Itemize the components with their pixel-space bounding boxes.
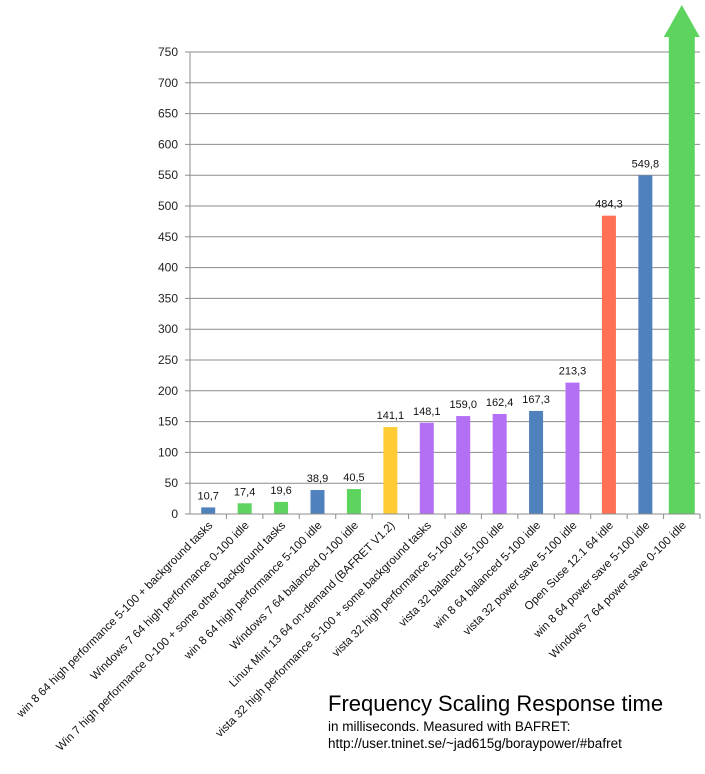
- bar: [274, 501, 289, 514]
- x-category-label: Linux Mint 13 64 on-demand (BAFRET V1.2): [227, 520, 397, 690]
- y-tick-label: 600: [158, 137, 178, 151]
- x-category-label: vista 32 high performance 5-100 idle: [330, 520, 470, 660]
- bar: [456, 416, 471, 514]
- data-label: 549,8: [632, 158, 660, 170]
- y-tick-label: 50: [165, 476, 179, 490]
- data-label: 141,1: [377, 410, 405, 422]
- y-tick-label: 450: [158, 230, 178, 244]
- bar: [492, 413, 507, 514]
- data-label: 484,3: [595, 199, 623, 211]
- data-label: 148,1: [413, 406, 441, 418]
- data-label: 159,0: [449, 399, 477, 411]
- x-category-label: Windows 7 64 balanced 0-100 idle: [228, 520, 361, 653]
- data-label: 17,4: [234, 486, 255, 498]
- y-tick-label: 650: [158, 107, 178, 121]
- gridlines: [190, 51, 700, 484]
- y-tick-label: 200: [158, 384, 178, 398]
- x-category-label: Windows 7 64 power save 0-100 idle: [548, 520, 689, 661]
- data-label: 213,3: [559, 366, 587, 378]
- data-label: 40,5: [343, 472, 364, 484]
- bars: 10,7 17,4 19,6 38,9 40,5 141,1 148,1 159,0 162,4…: [198, 5, 700, 515]
- chart-subtitle: in milliseconds. Measured with BAFRET:: [328, 719, 571, 734]
- bar: [565, 382, 580, 514]
- chart-caption: Frequency Scaling Response time in milli…: [328, 690, 663, 752]
- bar: [383, 427, 398, 514]
- chart-source-url: http://user.tninet.se/~jad615g/boraypowe…: [328, 736, 622, 751]
- data-label: 10,7: [198, 490, 219, 502]
- y-axis: 0 50 100 150 200 250 300 350 400 450 500 550 600 650 7…: [158, 45, 191, 521]
- data-label: 38,9: [307, 473, 328, 485]
- bar: [346, 489, 361, 514]
- y-tick-label: 300: [158, 322, 178, 336]
- data-label: 19,6: [270, 485, 291, 497]
- y-tick-label: 700: [158, 76, 178, 90]
- bar: [237, 503, 252, 514]
- data-label: 162,4: [486, 397, 514, 409]
- data-label: 167,3: [522, 394, 550, 406]
- y-tick-label: 500: [158, 199, 178, 213]
- chart-title: Frequency Scaling Response time: [328, 691, 664, 716]
- y-tick-label: 350: [158, 291, 178, 305]
- y-tick-label: 550: [158, 168, 178, 182]
- bar: [419, 422, 434, 514]
- bar: [638, 175, 653, 515]
- y-tick-label: 250: [158, 353, 178, 367]
- y-tick-label: 0: [171, 507, 178, 521]
- y-tick-label: 150: [158, 415, 178, 429]
- x-category-label: Windows 7 64 high performance 0-100 idle: [89, 520, 252, 683]
- off-scale-arrow: [663, 5, 700, 514]
- y-tick-label: 750: [158, 45, 178, 59]
- bar: [201, 507, 216, 514]
- bar: [601, 215, 616, 514]
- y-tick-label: 400: [158, 261, 178, 275]
- y-tick-label: 100: [158, 445, 178, 459]
- bar: [310, 490, 325, 514]
- bar: [529, 410, 544, 514]
